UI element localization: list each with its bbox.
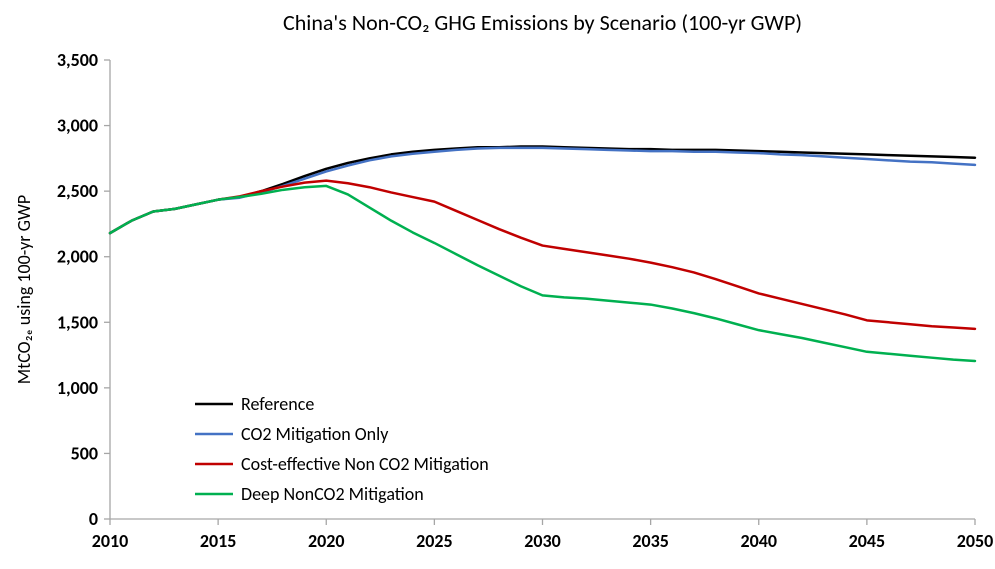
y-tick-label: 500 xyxy=(71,442,98,464)
x-tick-label: 2045 xyxy=(849,530,886,552)
legend-label: Cost-effective Non CO2 Mitigation xyxy=(241,453,489,475)
y-tick-label: 1,500 xyxy=(57,311,98,333)
y-axis-title: MtCO₂ₑ using 100-yr GWP xyxy=(13,195,35,384)
x-tick-label: 2030 xyxy=(524,530,561,552)
x-tick-label: 2035 xyxy=(632,530,669,552)
legend-label: CO2 Mitigation Only xyxy=(241,423,389,445)
y-tick-label: 3,500 xyxy=(57,49,98,71)
y-tick-label: 0 xyxy=(89,508,98,530)
x-tick-label: 2020 xyxy=(308,530,345,552)
x-tick-label: 2050 xyxy=(957,530,994,552)
y-tick-label: 1,000 xyxy=(57,377,98,399)
x-tick-label: 2015 xyxy=(200,530,237,552)
x-tick-label: 2040 xyxy=(741,530,778,552)
legend-label: Reference xyxy=(241,393,314,415)
y-tick-label: 2,500 xyxy=(57,180,98,202)
y-tick-label: 2,000 xyxy=(57,246,98,268)
y-tick-label: 3,000 xyxy=(57,115,98,137)
legend-label: Deep NonCO2 Mitigation xyxy=(241,483,424,505)
chart-background xyxy=(0,0,995,569)
emissions-line-chart: China's Non-CO₂ GHG Emissions by Scenari… xyxy=(0,0,995,569)
x-tick-label: 2025 xyxy=(416,530,453,552)
x-tick-label: 2010 xyxy=(92,530,129,552)
chart-title: China's Non-CO₂ GHG Emissions by Scenari… xyxy=(283,9,802,36)
